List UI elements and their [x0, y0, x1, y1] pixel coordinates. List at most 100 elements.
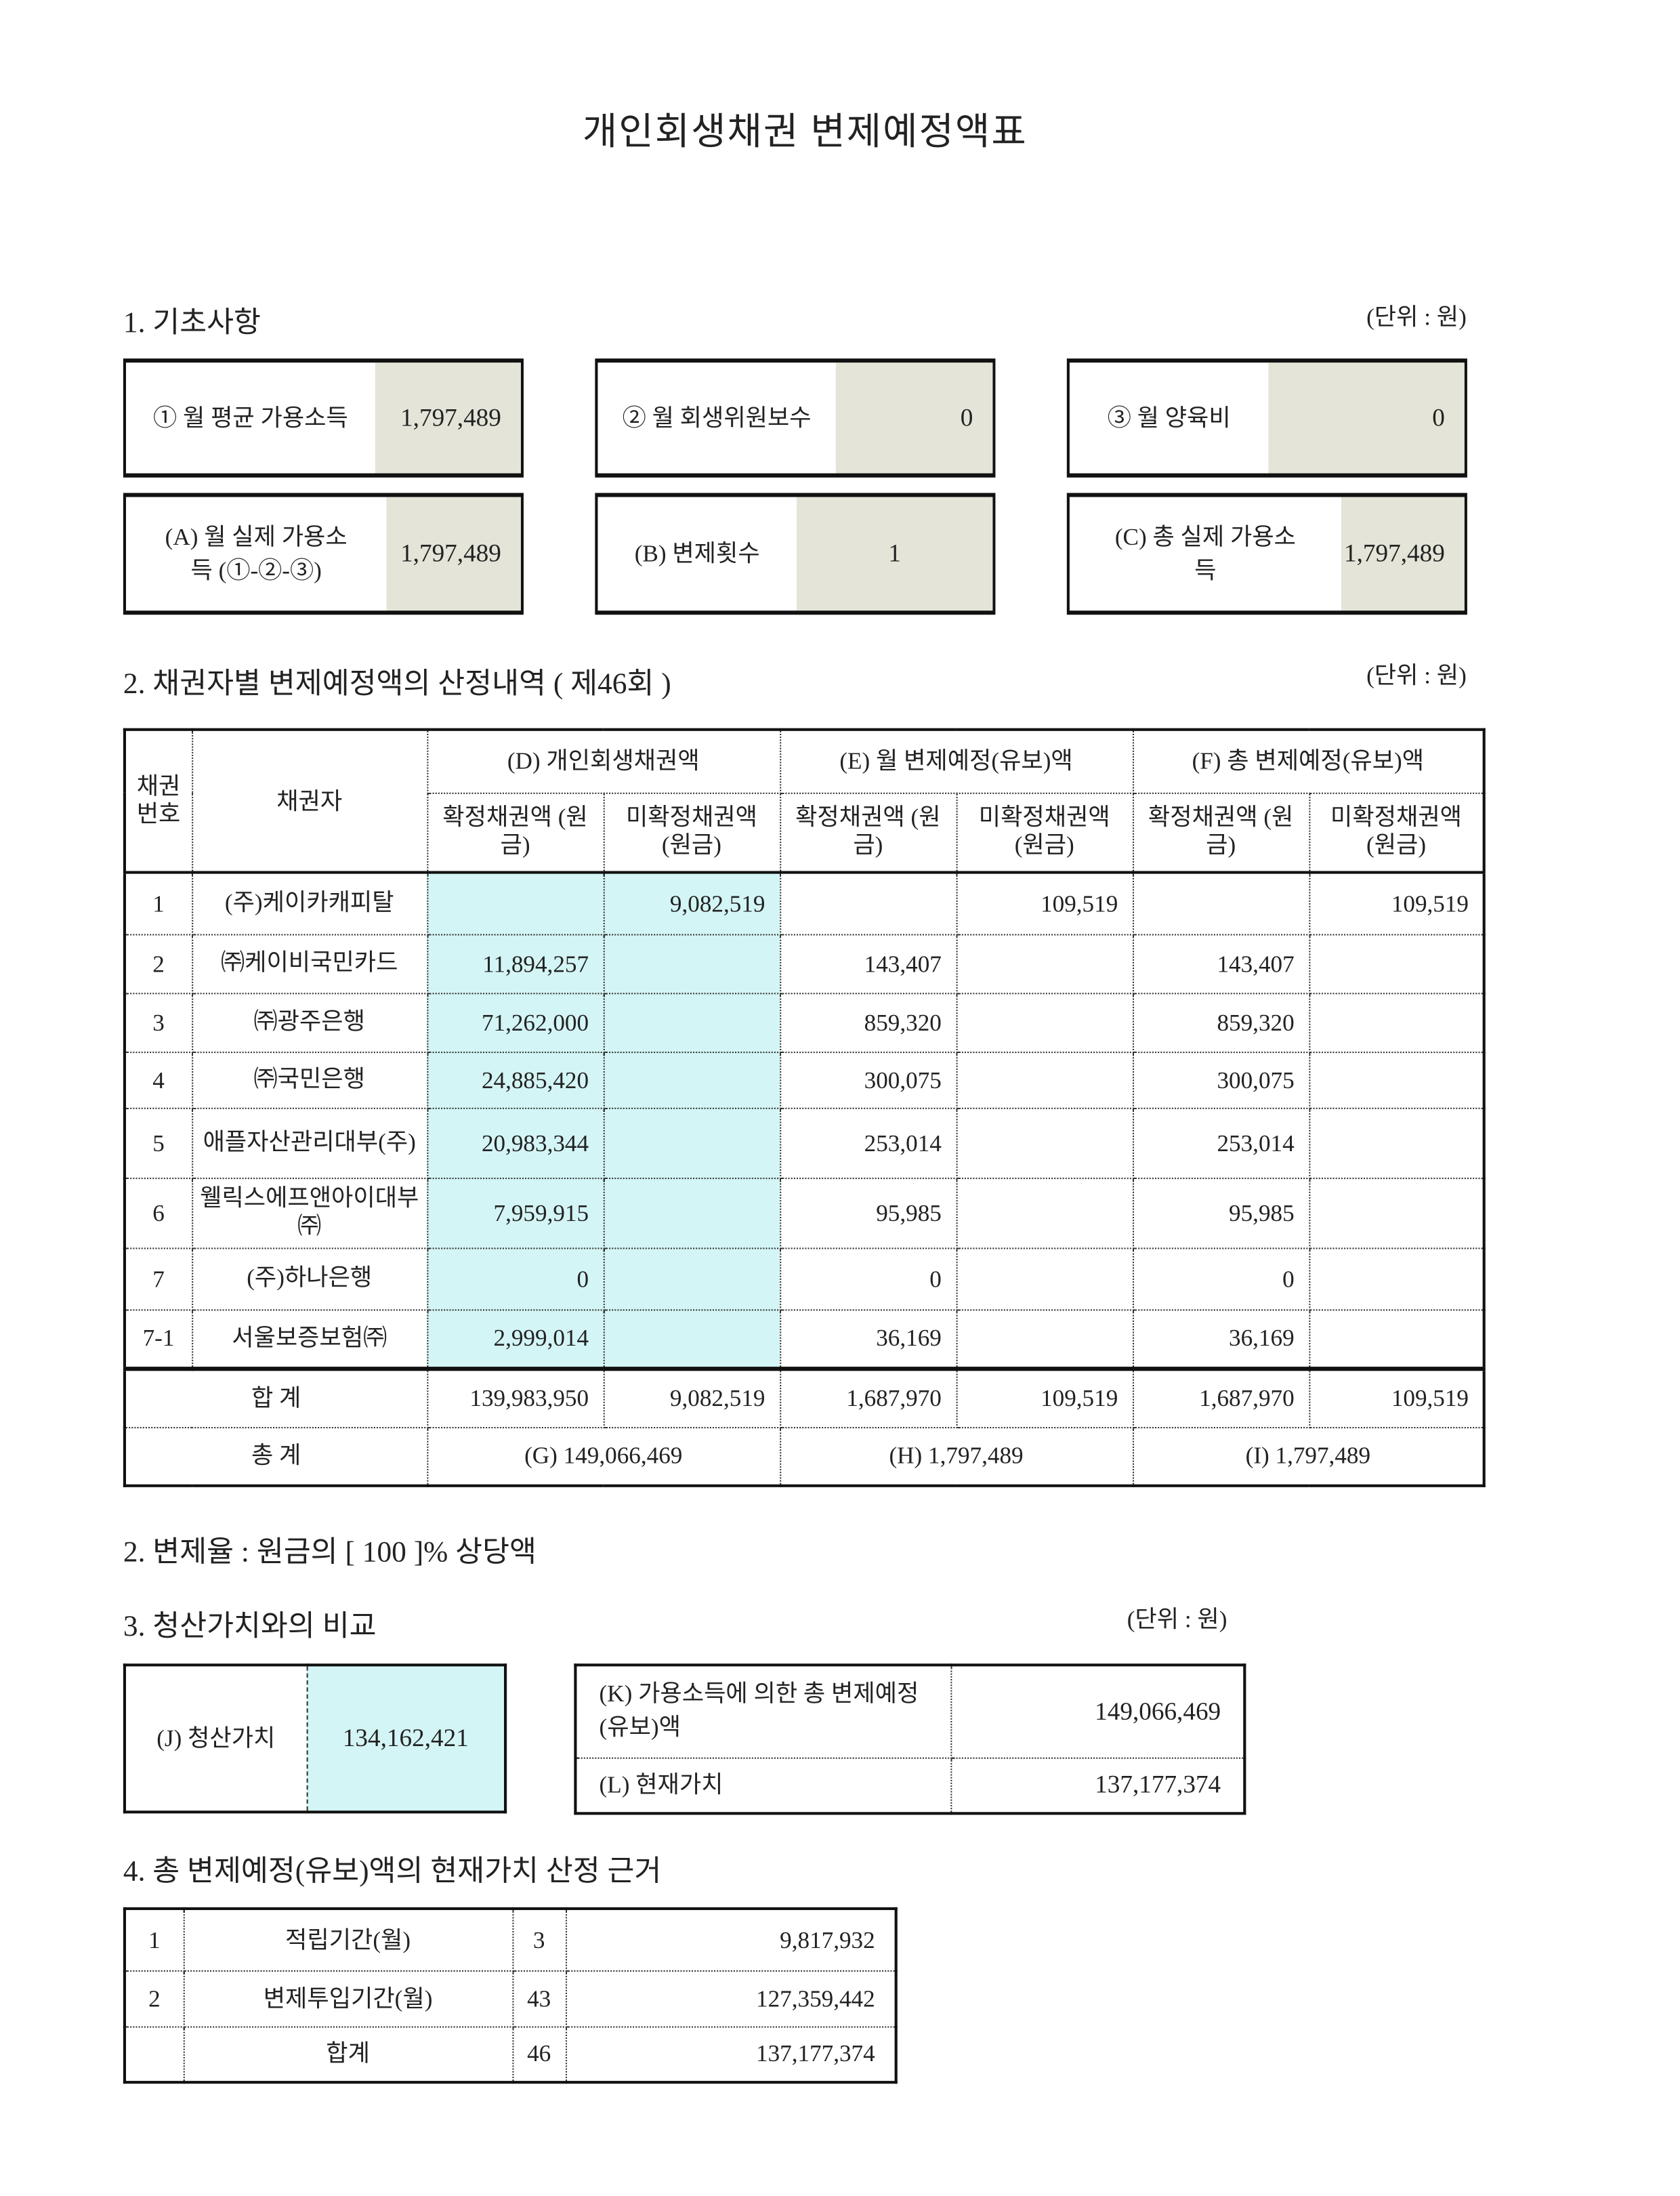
cell-e-confirmed: 95,985	[779, 1177, 957, 1249]
creditor-row: 7-1 서울보증보험㈜ 2,999,014 36,169 36,169	[123, 1308, 1485, 1369]
section2-heading: 2. 채권자별 변제예정액의 산정내역 ( 제46회 )	[123, 666, 671, 701]
subtotal-d-unconfirmed: 9,082,519	[602, 1367, 781, 1428]
cell-no: 2	[123, 933, 193, 994]
cell-d-unconfirmed	[602, 1308, 781, 1369]
cell-d-unconfirmed	[602, 933, 781, 994]
cell-f-unconfirmed	[1308, 1106, 1485, 1179]
k-label: (K) 가용소득에 의한 총 변제예정(유보)액	[574, 1664, 952, 1758]
cell-f-unconfirmed	[1308, 1247, 1485, 1310]
section4-heading: 4. 총 변제예정(유보)액의 현재가치 산정 근거	[123, 1854, 662, 1888]
l-value: 137,177,374	[950, 1756, 1246, 1815]
creditor-row: 1 (주)케이카캐피탈 9,082,519 109,519 109,519	[123, 871, 1485, 935]
value: 1,797,489	[375, 362, 521, 474]
cell-creditor: ㈜광주은행	[191, 992, 428, 1053]
header-F-confirmed: 확정채권액 (원금)	[1131, 791, 1310, 873]
cell-d-confirmed: 0	[426, 1247, 604, 1310]
total-G: (G) 149,066,469	[426, 1426, 781, 1487]
cell-f-confirmed: 253,014	[1131, 1106, 1310, 1179]
creditor-row: 4 ㈜국민은행 24,885,420 300,075 300,075	[123, 1051, 1485, 1109]
trustee-fee-box: ② 월 회생위원보수 0	[595, 358, 996, 478]
cell-e-confirmed: 36,169	[779, 1308, 957, 1369]
cell-d-unconfirmed: 9,082,519	[602, 871, 781, 935]
creditor-row: 6 웰릭스에프앤아이대부㈜ 7,959,915 95,985 95,985	[123, 1177, 1485, 1249]
cell-e-confirmed: 300,075	[779, 1051, 957, 1109]
cell-creditor: 웰릭스에프앤아이대부㈜	[191, 1177, 428, 1249]
cell-creditor: ㈜케이비국민카드	[191, 933, 428, 994]
header-F: (F) 총 변제예정(유보)액	[1131, 728, 1485, 793]
label: (A) 월 실제 가용소득 (①-②-③)	[126, 497, 387, 611]
header-no: 채권 번호	[123, 728, 193, 873]
label: (B) 변제횟수	[597, 497, 797, 611]
total-H: (H) 1,797,489	[779, 1426, 1133, 1487]
cell-d-unconfirmed	[602, 1106, 781, 1179]
cell-creditor: ㈜국민은행	[191, 1051, 428, 1109]
header-D-unconfirmed: 미확정채권액 (원금)	[602, 791, 781, 873]
cell-e-unconfirmed	[955, 1308, 1133, 1369]
cell-e-confirmed	[779, 871, 957, 935]
page-title: 개인회생채권 변제예정액표	[582, 110, 1028, 153]
cell-f-unconfirmed	[1308, 933, 1485, 994]
section1-heading: 1. 기초사항	[123, 305, 261, 339]
cell-e-unconfirmed	[955, 1247, 1133, 1310]
value: 1,797,489	[1341, 497, 1465, 611]
cell-f-confirmed	[1131, 871, 1310, 935]
cell-f-unconfirmed: 109,519	[1308, 871, 1485, 935]
cell-e-unconfirmed	[955, 1177, 1133, 1249]
cell-d-confirmed: 71,262,000	[426, 992, 604, 1053]
unit-label: (단위 : 원)	[1366, 304, 1467, 331]
row-no	[123, 2025, 184, 2084]
monthly-avg-income-box: ① 월 평균 가용소득 1,797,489	[123, 358, 524, 478]
cell-f-unconfirmed	[1308, 1051, 1485, 1109]
cell-f-unconfirmed	[1308, 1308, 1485, 1369]
section3-heading: 3. 청산가치와의 비교	[123, 1609, 377, 1643]
cell-d-unconfirmed	[602, 992, 781, 1053]
subtotal-e-unconfirmed: 109,519	[955, 1367, 1133, 1428]
child-support-box: ③ 월 양육비 0	[1066, 358, 1467, 478]
cell-no: 7-1	[123, 1308, 193, 1369]
cell-creditor: (주)케이카캐피탈	[191, 871, 428, 935]
unit-label: (단위 : 원)	[1127, 1606, 1227, 1633]
header-E: (E) 월 변제예정(유보)액	[779, 728, 1133, 793]
actual-income-box: (A) 월 실제 가용소득 (①-②-③) 1,797,489	[123, 493, 524, 615]
total-row: 총 계 (G) 149,066,469 (H) 1,797,489 (I) 1,797…	[123, 1426, 1485, 1487]
row-label: 변제투입기간(월)	[182, 1969, 513, 2027]
cell-f-confirmed: 300,075	[1131, 1051, 1310, 1109]
cell-no: 4	[123, 1051, 193, 1109]
cell-d-unconfirmed	[602, 1247, 781, 1310]
header-D-confirmed: 확정채권액 (원금)	[426, 791, 604, 873]
cell-e-confirmed: 253,014	[779, 1106, 957, 1179]
creditor-row: 2 ㈜케이비국민카드 11,894,257 143,407 143,407	[123, 933, 1485, 994]
row-label: 합계	[182, 2025, 513, 2084]
cell-f-unconfirmed	[1308, 992, 1485, 1053]
row-months: 3	[511, 1907, 566, 1971]
subtotal-f-confirmed: 1,687,970	[1131, 1367, 1310, 1428]
row-no: 2	[123, 1969, 184, 2027]
total-income-box: (C) 총 실제 가용소득 1,797,489	[1066, 493, 1467, 615]
subtotal-d-confirmed: 139,983,950	[426, 1367, 604, 1428]
cell-d-unconfirmed	[602, 1051, 781, 1109]
present-value-table: (K) 가용소득에 의한 총 변제예정(유보)액 149,066,469 (L)…	[574, 1663, 1246, 1815]
header-E-unconfirmed: 미확정채권액 (원금)	[955, 791, 1133, 873]
rate-heading: 2. 변제율 : 원금의 [ 100 ]% 상당액	[123, 1535, 537, 1569]
label: ③ 월 양육비	[1069, 362, 1269, 474]
total-I: (I) 1,797,489	[1131, 1426, 1485, 1487]
k-value: 149,066,469	[950, 1664, 1246, 1758]
cell-e-confirmed: 0	[779, 1247, 957, 1310]
subtotal-row: 합 계 139,983,950 9,082,519 1,687,970 109,519 1…	[123, 1367, 1485, 1428]
cell-no: 3	[123, 992, 193, 1053]
header-E-confirmed: 확정채권액 (원금)	[779, 791, 957, 873]
cell-no: 6	[123, 1177, 193, 1249]
cell-e-unconfirmed	[955, 933, 1133, 994]
cell-e-unconfirmed	[955, 992, 1133, 1053]
label: (C) 총 실제 가용소득	[1069, 497, 1341, 611]
cell-f-unconfirmed	[1308, 1177, 1485, 1249]
cell-f-confirmed: 36,169	[1131, 1308, 1310, 1369]
l-label: (L) 현재가치	[574, 1756, 952, 1815]
row-no: 1	[123, 1907, 184, 1971]
cell-no: 1	[123, 871, 193, 935]
row-amount: 127,359,442	[564, 1969, 897, 2027]
cell-d-unconfirmed	[602, 1177, 781, 1249]
cell-no: 5	[123, 1106, 193, 1179]
header-D: (D) 개인회생채권액	[426, 728, 781, 793]
total-label: 총 계	[123, 1426, 428, 1487]
